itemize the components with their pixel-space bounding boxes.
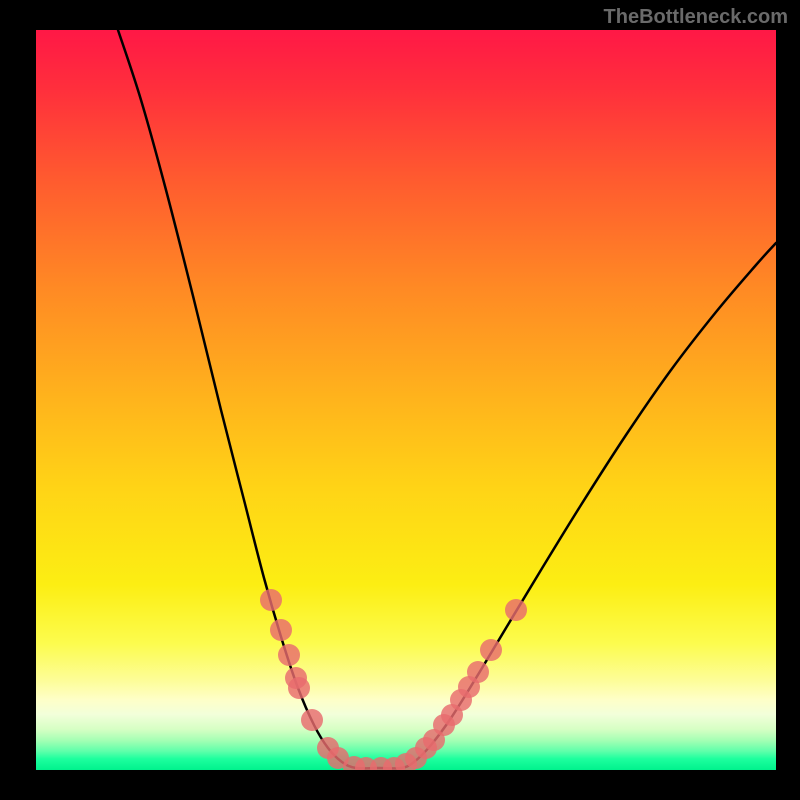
data-marker	[278, 644, 300, 666]
data-marker	[260, 589, 282, 611]
data-marker	[288, 677, 310, 699]
plot-area	[36, 30, 776, 770]
data-marker	[301, 709, 323, 731]
chart-container: TheBottleneck.com	[0, 0, 800, 800]
watermark-text: TheBottleneck.com	[604, 6, 788, 29]
gradient-bg	[36, 30, 776, 770]
data-marker	[270, 619, 292, 641]
data-marker	[480, 639, 502, 661]
chart-svg	[36, 30, 776, 770]
data-marker	[505, 599, 527, 621]
data-marker	[467, 661, 489, 683]
